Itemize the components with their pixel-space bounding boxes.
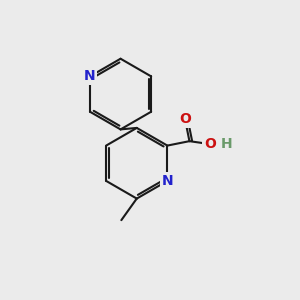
Text: O: O — [179, 112, 191, 126]
Text: H: H — [220, 137, 232, 151]
Text: N: N — [161, 174, 173, 188]
Text: O: O — [204, 137, 216, 151]
Text: N: N — [84, 69, 96, 83]
